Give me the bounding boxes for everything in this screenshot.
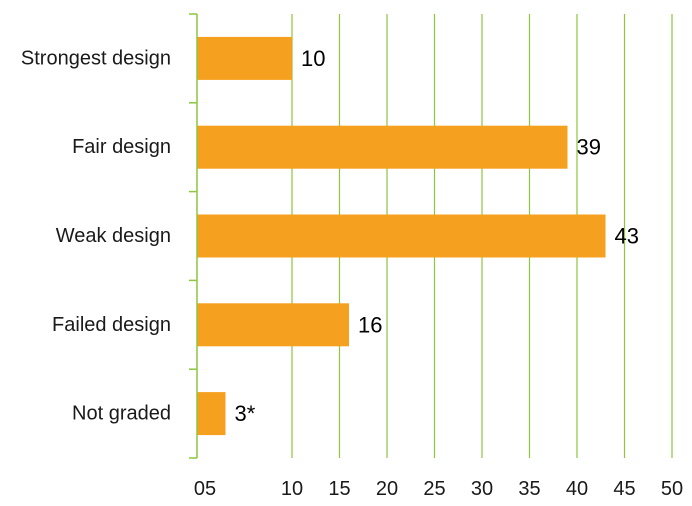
bar-strongest-design xyxy=(197,36,292,80)
bars xyxy=(197,36,606,436)
x-tick-label: 40 xyxy=(566,478,588,500)
x-tick-label: 05 xyxy=(194,478,216,500)
x-tick-label: 25 xyxy=(423,478,445,500)
x-tick-labels: 05 10 15 20 25 30 35 40 45 50 xyxy=(194,478,683,500)
x-tick-label: 45 xyxy=(613,478,635,500)
x-tick-label: 20 xyxy=(376,478,398,500)
x-tick-label: 15 xyxy=(328,478,350,500)
category-label: Not graded xyxy=(72,403,171,425)
category-label: Strongest design xyxy=(21,47,171,69)
bar-weak-design xyxy=(197,214,606,258)
y-axis xyxy=(189,13,198,459)
category-labels: Strongest design Fair design Weak design Fa… xyxy=(21,47,171,424)
category-label: Weak design xyxy=(56,225,171,247)
data-label: 3* xyxy=(235,401,256,426)
x-tick-label: 35 xyxy=(518,478,540,500)
x-tick-label: 30 xyxy=(471,478,493,500)
data-label: 16 xyxy=(358,312,382,337)
x-tick-label: 10 xyxy=(281,478,303,500)
category-label: Failed design xyxy=(52,314,171,336)
bar-fair-design xyxy=(197,125,568,169)
category-label: Fair design xyxy=(72,136,171,158)
x-tick-label: 50 xyxy=(661,478,683,500)
data-label: 39 xyxy=(577,135,601,160)
data-label: 43 xyxy=(615,224,639,249)
data-label: 10 xyxy=(301,46,325,71)
bar-not-graded xyxy=(197,392,226,436)
data-labels: 10 39 43 16 3* xyxy=(235,46,639,426)
bar-failed-design xyxy=(197,303,349,347)
